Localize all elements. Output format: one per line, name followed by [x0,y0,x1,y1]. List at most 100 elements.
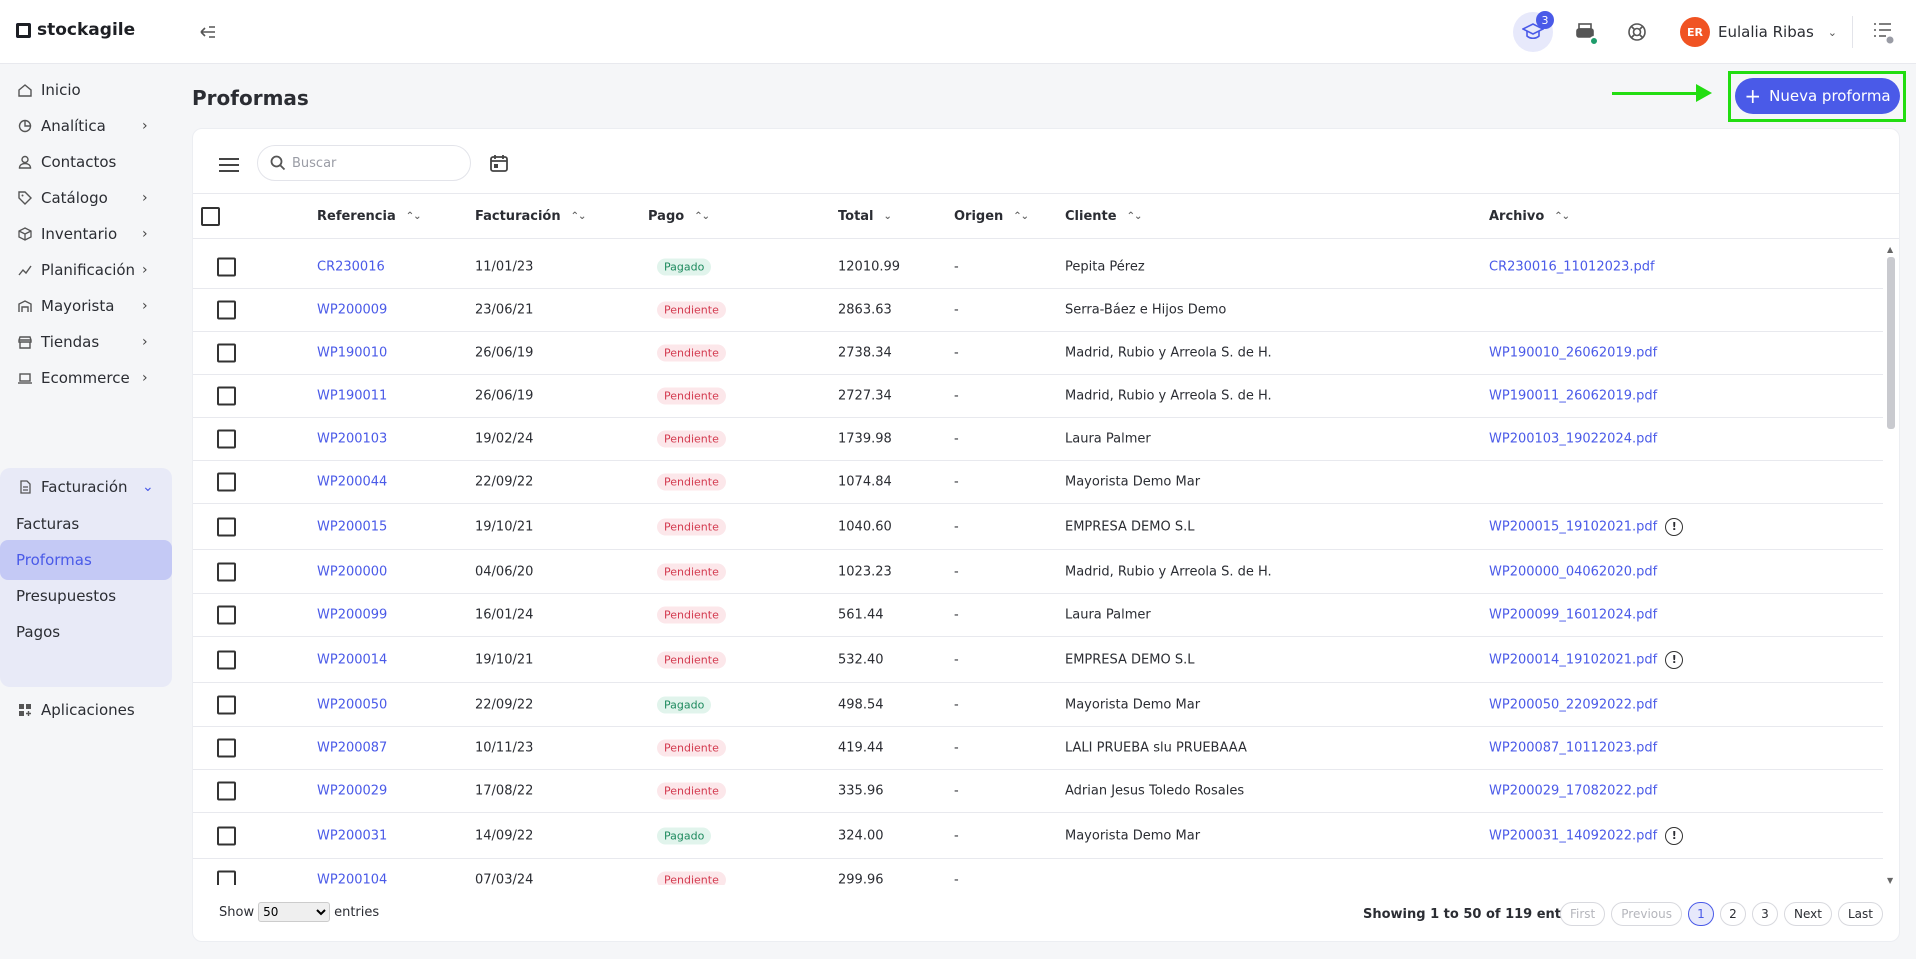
new-proforma-button[interactable]: + Nueva proforma [1735,78,1900,114]
table-row[interactable]: WP200000 04/06/20 Pendiente 1023.23 - Madrid,… [193,550,1883,594]
sidebar-subitem-presupuestos[interactable]: Presupuestos [16,587,117,605]
column-header-total[interactable]: Total ⌄ [838,209,892,224]
table-row[interactable]: WP190010 26/06/19 Pendiente 2738.34 - Madrid,… [193,332,1883,375]
reference-link[interactable]: WP200104 [317,872,388,886]
sidebar-item-catalogo[interactable]: Catálogo › [0,179,172,217]
file-link[interactable]: WP190010_26062019.pdf [1489,345,1658,361]
column-header-cliente[interactable]: Cliente ⌃⌄ [1065,209,1142,224]
file-link[interactable]: WP200014_19102021.pdf [1489,652,1658,667]
table-row[interactable]: WP200044 22/09/22 Pendiente 1074.84 - Mayoris… [193,461,1883,504]
warning-icon[interactable]: ! [1665,650,1684,669]
sidebar-item-mayorista[interactable]: Mayorista › [0,287,172,325]
row-checkbox[interactable] [217,257,236,276]
reference-link[interactable]: WP200087 [317,740,388,756]
table-row[interactable]: WP190011 26/06/19 Pendiente 2727.34 - Madrid,… [193,375,1883,418]
table-row[interactable]: WP200099 16/01/24 Pendiente 561.44 - Laura Pa… [193,594,1883,637]
reference-link[interactable]: WP200031 [317,828,388,843]
table-row[interactable]: WP200015 19/10/21 Pendiente 1040.60 - EMPRESA… [193,504,1883,550]
sidebar-item-tiendas[interactable]: Tiendas › [0,323,172,361]
sidebar-subitem-pagos[interactable]: Pagos [16,623,61,641]
page-button[interactable]: 1 [1687,902,1714,926]
entries-select[interactable]: 50 [258,902,331,922]
column-header-facturacion[interactable]: Facturación ⌃⌄ [475,209,586,224]
reference-link[interactable]: WP200044 [317,474,388,490]
row-checkbox[interactable] [217,781,236,801]
sidebar-item-aplicaciones[interactable]: Aplicaciones [0,691,172,729]
column-header-origen[interactable]: Origen ⌃⌄ [954,209,1029,224]
table-row[interactable]: WP200014 19/10/21 Pendiente 532.40 - EMPRESA … [193,637,1883,683]
reference-link[interactable]: WP200103 [317,431,388,447]
sidebar-item-facturacion[interactable]: Facturación ⌄ [0,468,172,506]
table-row[interactable]: WP200029 17/08/22 Pendiente 335.96 - Adrian J… [193,770,1883,813]
academy-button[interactable]: 3 [1513,11,1554,52]
reference-link[interactable]: WP190010 [317,345,388,361]
row-checkbox[interactable] [217,562,236,581]
file-link[interactable]: WP200099_16012024.pdf [1489,607,1658,623]
table-row[interactable]: WP200104 07/03/24 Pendiente 299.96 - [193,859,1883,885]
scroll-up-icon[interactable]: ▲ [1887,245,1894,254]
sidebar-item-planificacion[interactable]: Planificación › [0,251,172,289]
sidebar-item-inicio[interactable]: Inicio [0,71,172,109]
row-checkbox[interactable] [217,386,236,406]
reference-link[interactable]: WP200029 [317,783,388,799]
file-link[interactable]: WP200000_04062020.pdf [1489,564,1658,579]
reference-link[interactable]: WP190011 [317,388,388,404]
search-box[interactable] [257,145,471,181]
column-header-archivo[interactable]: Archivo ⌃⌄ [1489,209,1570,224]
user-menu[interactable]: ER Eulalia Ribas ⌄ [1680,17,1837,47]
file-link[interactable]: WP190011_26062019.pdf [1489,388,1658,404]
next-page-button[interactable]: Next [1783,902,1832,926]
row-checkbox[interactable] [217,695,236,714]
table-row[interactable]: WP200050 22/09/22 Pagado 498.54 - Mayorista D… [193,683,1883,727]
file-link[interactable]: WP200050_22092022.pdf [1489,697,1658,712]
file-link[interactable]: CR230016_11012023.pdf [1489,259,1655,274]
column-header-pago[interactable]: Pago ⌃⌄ [648,209,710,224]
reference-link[interactable]: WP200099 [317,607,388,623]
search-input[interactable] [292,155,462,171]
table-row[interactable]: CR230016 11/01/23 Pagado 12010.99 - Pepita Pé… [193,245,1883,289]
activity-list-icon[interactable] [1872,20,1894,44]
sidebar-item-contactos[interactable]: Contactos [0,143,172,181]
file-link[interactable]: WP200015_19102021.pdf [1489,519,1658,534]
scroll-thumb[interactable] [1887,257,1895,429]
row-checkbox[interactable] [217,517,236,536]
warning-icon[interactable]: ! [1665,826,1684,845]
reference-link[interactable]: WP200015 [317,519,388,534]
reference-link[interactable]: WP200014 [317,652,388,667]
reference-link[interactable]: WP200009 [317,302,388,318]
page-button[interactable]: 2 [1719,902,1746,926]
collapse-sidebar-icon[interactable] [198,22,218,42]
row-checkbox[interactable] [217,650,236,669]
column-header-referencia[interactable]: Referencia ⌃⌄ [317,209,421,224]
warning-icon[interactable]: ! [1665,517,1684,536]
calendar-icon[interactable] [489,153,509,173]
previous-page-button[interactable]: Previous [1611,902,1682,926]
table-scrollbar[interactable]: ▲ ▼ [1885,245,1897,885]
row-checkbox[interactable] [217,300,236,320]
first-page-button[interactable]: First [1560,902,1606,926]
row-checkbox[interactable] [217,343,236,363]
table-row[interactable]: WP200031 14/09/22 Pagado 324.00 - Mayorista D… [193,813,1883,859]
help-button[interactable] [1617,12,1657,52]
page-button[interactable]: 3 [1751,902,1778,926]
select-all-checkbox[interactable] [201,207,220,226]
file-link[interactable]: WP200103_19022024.pdf [1489,431,1658,447]
sidebar-subitem-proformas[interactable]: Proformas [0,540,172,580]
printer-button[interactable] [1565,12,1605,52]
row-checkbox[interactable] [217,826,236,845]
file-link[interactable]: WP200087_10112023.pdf [1489,740,1658,756]
reference-link[interactable]: WP200000 [317,564,388,579]
file-link[interactable]: WP200029_17082022.pdf [1489,783,1658,799]
sidebar-item-analitica[interactable]: Analítica › [0,107,172,145]
reference-link[interactable]: CR230016 [317,259,385,274]
row-checkbox[interactable] [217,472,236,492]
menu-icon[interactable] [219,158,239,174]
table-row[interactable]: WP200087 10/11/23 Pendiente 419.44 - LALI PRU… [193,727,1883,770]
sidebar-item-inventario[interactable]: Inventario › [0,215,172,253]
sidebar-item-ecommerce[interactable]: Ecommerce › [0,359,172,397]
file-link[interactable]: WP200031_14092022.pdf [1489,828,1658,843]
reference-link[interactable]: WP200050 [317,697,388,712]
last-page-button[interactable]: Last [1837,902,1883,926]
scroll-down-icon[interactable]: ▼ [1887,876,1894,885]
sidebar-subitem-facturas[interactable]: Facturas [16,515,80,533]
